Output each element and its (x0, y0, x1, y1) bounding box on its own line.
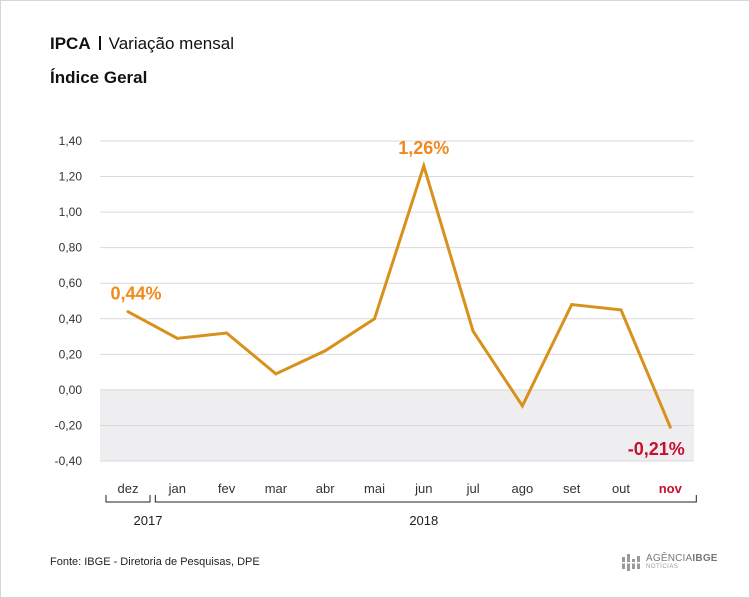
x-tick-label: ago (512, 481, 534, 496)
data-label: -0,21% (628, 439, 685, 459)
y-tick-label: 1,00 (59, 205, 83, 219)
ibge-logo-icon (620, 554, 642, 571)
logo-text-agencia: AGÊNCIA (646, 553, 693, 564)
data-point (471, 329, 475, 333)
logo-text-ibge: IBGE (692, 553, 718, 564)
data-label: 0,44% (110, 284, 161, 304)
y-tick-label: -0,40 (55, 454, 83, 468)
x-tick-label: dez (118, 481, 139, 496)
data-point (175, 336, 179, 340)
series-line (127, 160, 672, 428)
year-label: 2017 (134, 513, 163, 528)
data-point (126, 310, 130, 314)
y-tick-label: 0,20 (59, 347, 83, 361)
data-point (274, 372, 278, 376)
data-point (323, 349, 327, 353)
x-tick-label: out (612, 481, 630, 496)
y-tick-label: 0,40 (59, 312, 83, 326)
logo-subtext: NOTÍCIAS (646, 564, 679, 570)
y-tick-label: 0,00 (59, 383, 83, 397)
data-label: 1,26% (398, 138, 449, 158)
chart-title: IPCA Variação mensal (50, 34, 234, 54)
source-note: Fonte: IBGE - Diretoria de Pesquisas, DP… (50, 556, 260, 568)
x-tick-label: mar (265, 481, 288, 496)
x-tick-label: fev (218, 481, 236, 496)
data-point (619, 308, 623, 312)
title-detail: Variação mensal (108, 34, 234, 53)
x-tick-label: set (563, 481, 581, 496)
x-tick-label: jan (168, 481, 186, 496)
x-tick-label: jul (466, 481, 480, 496)
year-bracket (154, 495, 697, 503)
year-label: 2018 (409, 513, 438, 528)
data-point (520, 404, 524, 408)
data-point (373, 317, 376, 321)
agencia-ibge-logo: AGÊNCIAIBGE NOTÍCIAS (620, 551, 718, 573)
title-main: IPCA (50, 34, 91, 53)
y-tick-label: 1,20 (59, 170, 83, 184)
data-point (225, 331, 229, 335)
title-separator (98, 36, 101, 50)
x-tick-label: nov (659, 481, 683, 496)
y-tick-label: 1,40 (59, 134, 83, 148)
y-tick-label: -0,20 (55, 418, 83, 432)
data-point (422, 164, 426, 168)
x-tick-label: abr (316, 481, 335, 496)
chart-subtitle: Índice Geral (50, 68, 148, 87)
x-tick-label: mai (364, 481, 385, 496)
year-bracket (105, 495, 151, 503)
y-tick-label: 0,60 (59, 276, 83, 290)
y-tick-label: 0,80 (59, 241, 83, 255)
data-point (570, 303, 574, 307)
data-point (668, 425, 672, 429)
x-tick-label: jun (414, 481, 432, 496)
